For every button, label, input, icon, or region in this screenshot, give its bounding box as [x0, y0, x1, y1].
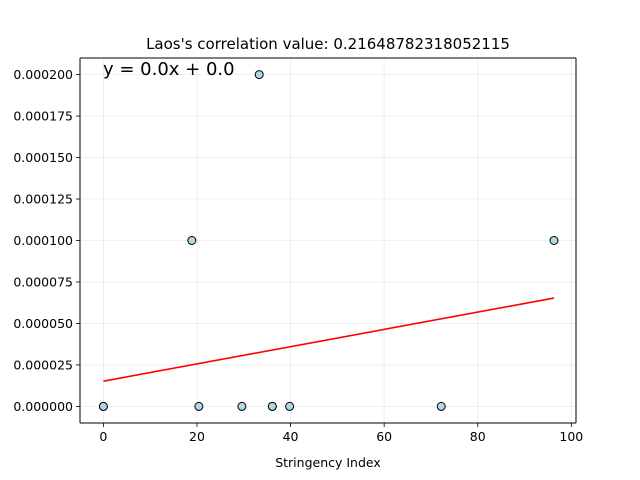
y-tick-label: 0.000050: [13, 316, 73, 331]
data-point: [549, 236, 559, 245]
data-point: [187, 236, 197, 245]
x-tick-label: 40: [283, 429, 299, 444]
data-point: [237, 401, 247, 411]
x-tick-label: 80: [470, 429, 486, 444]
data-points: [98, 70, 559, 411]
data-point: [267, 401, 277, 411]
y-tick-label: 0.000200: [13, 67, 73, 82]
y-tick-label: 0.000100: [13, 233, 73, 248]
y-tick-label: 0.000175: [13, 109, 73, 124]
axis-ticks: 0 20 40 60 80 100 0.000000 0.000025 0.000050 0.00…: [13, 67, 583, 444]
data-point: [254, 70, 264, 80]
data-point: [436, 401, 446, 411]
x-tick-label: 20: [189, 429, 205, 444]
y-tick-label: 0.000075: [13, 274, 73, 289]
y-tick-label: 0.000000: [13, 399, 73, 414]
data-point: [285, 401, 295, 411]
data-point: [98, 401, 108, 411]
chart-title: Laos's correlation value: 0.216487823180…: [146, 35, 510, 53]
regression-equation: y = 0.0x + 0.0: [103, 59, 235, 80]
x-tick-label: 0: [99, 429, 107, 444]
y-tick-label: 0.000125: [13, 192, 73, 207]
x-axis-title: Stringency Index: [275, 455, 381, 470]
x-tick-label: 100: [559, 429, 583, 444]
data-point: [194, 401, 204, 411]
trendline-group: [103, 297, 555, 382]
y-tick-label: 0.000150: [13, 150, 73, 165]
y-tick-label: 0.000025: [13, 357, 73, 372]
grid-lines: [80, 58, 576, 423]
x-tick-label: 60: [376, 429, 392, 444]
regression-line: [103, 297, 555, 382]
